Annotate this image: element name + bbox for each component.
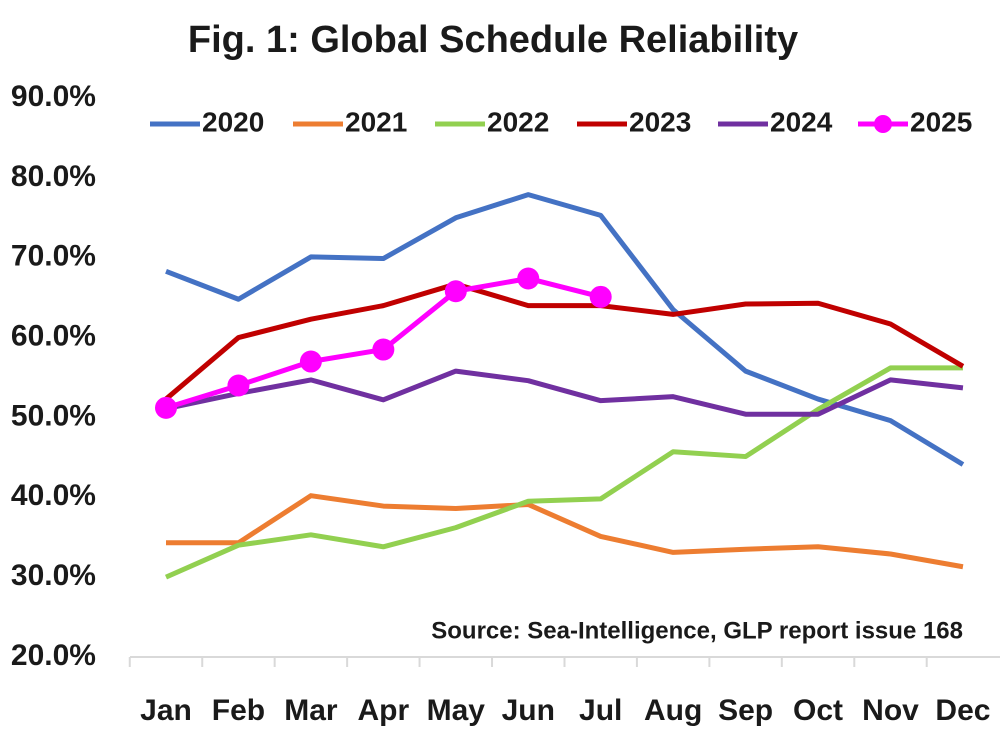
y-tick-label: 70.0%: [11, 240, 96, 273]
legend-label: 2023: [629, 106, 691, 137]
y-tick-label: 50.0%: [11, 399, 96, 432]
x-tick-label: Sep: [718, 694, 773, 727]
x-tick-label: May: [427, 694, 486, 727]
source-note: Source: Sea-Intelligence, GLP report iss…: [431, 617, 963, 644]
series-marker: [517, 267, 540, 290]
x-tick-label: Jun: [502, 694, 555, 727]
y-tick-label: 80.0%: [11, 160, 96, 193]
series-marker: [227, 374, 250, 397]
x-tick-label: Nov: [862, 694, 919, 727]
y-tick-label: 20.0%: [11, 639, 96, 672]
x-tick-label: Aug: [644, 694, 702, 727]
series-marker: [444, 280, 467, 303]
series-marker: [299, 350, 322, 373]
series-marker: [372, 338, 395, 361]
x-tick-label: Dec: [935, 694, 990, 727]
legend-label: 2025: [910, 106, 972, 137]
y-tick-label: 90.0%: [11, 80, 96, 113]
series-line: [166, 493, 964, 570]
chart-title: Fig. 1: Global Schedule Reliability: [188, 19, 798, 61]
x-tick-label: Jan: [140, 694, 192, 727]
legend-label: 2020: [202, 106, 264, 137]
x-tick-label: Jul: [579, 694, 622, 727]
series-marker: [155, 396, 177, 419]
y-tick-label: 30.0%: [11, 559, 96, 592]
x-tick-label: Feb: [212, 694, 265, 727]
legend-label: 2024: [770, 106, 833, 137]
x-tick-label: Mar: [284, 694, 338, 727]
series-line: [164, 365, 963, 580]
x-tick-label: Apr: [358, 694, 410, 727]
y-tick-label: 60.0%: [11, 319, 96, 352]
y-tick-label: 40.0%: [11, 479, 96, 512]
series-marker: [589, 285, 612, 308]
legend-marker: [874, 115, 892, 133]
legend-label: 2022: [487, 106, 549, 137]
legend-label: 2021: [345, 106, 407, 137]
series-line: [165, 368, 964, 417]
series-line: [165, 192, 965, 467]
series-line: [164, 281, 965, 401]
x-tick-label: Oct: [793, 694, 843, 727]
